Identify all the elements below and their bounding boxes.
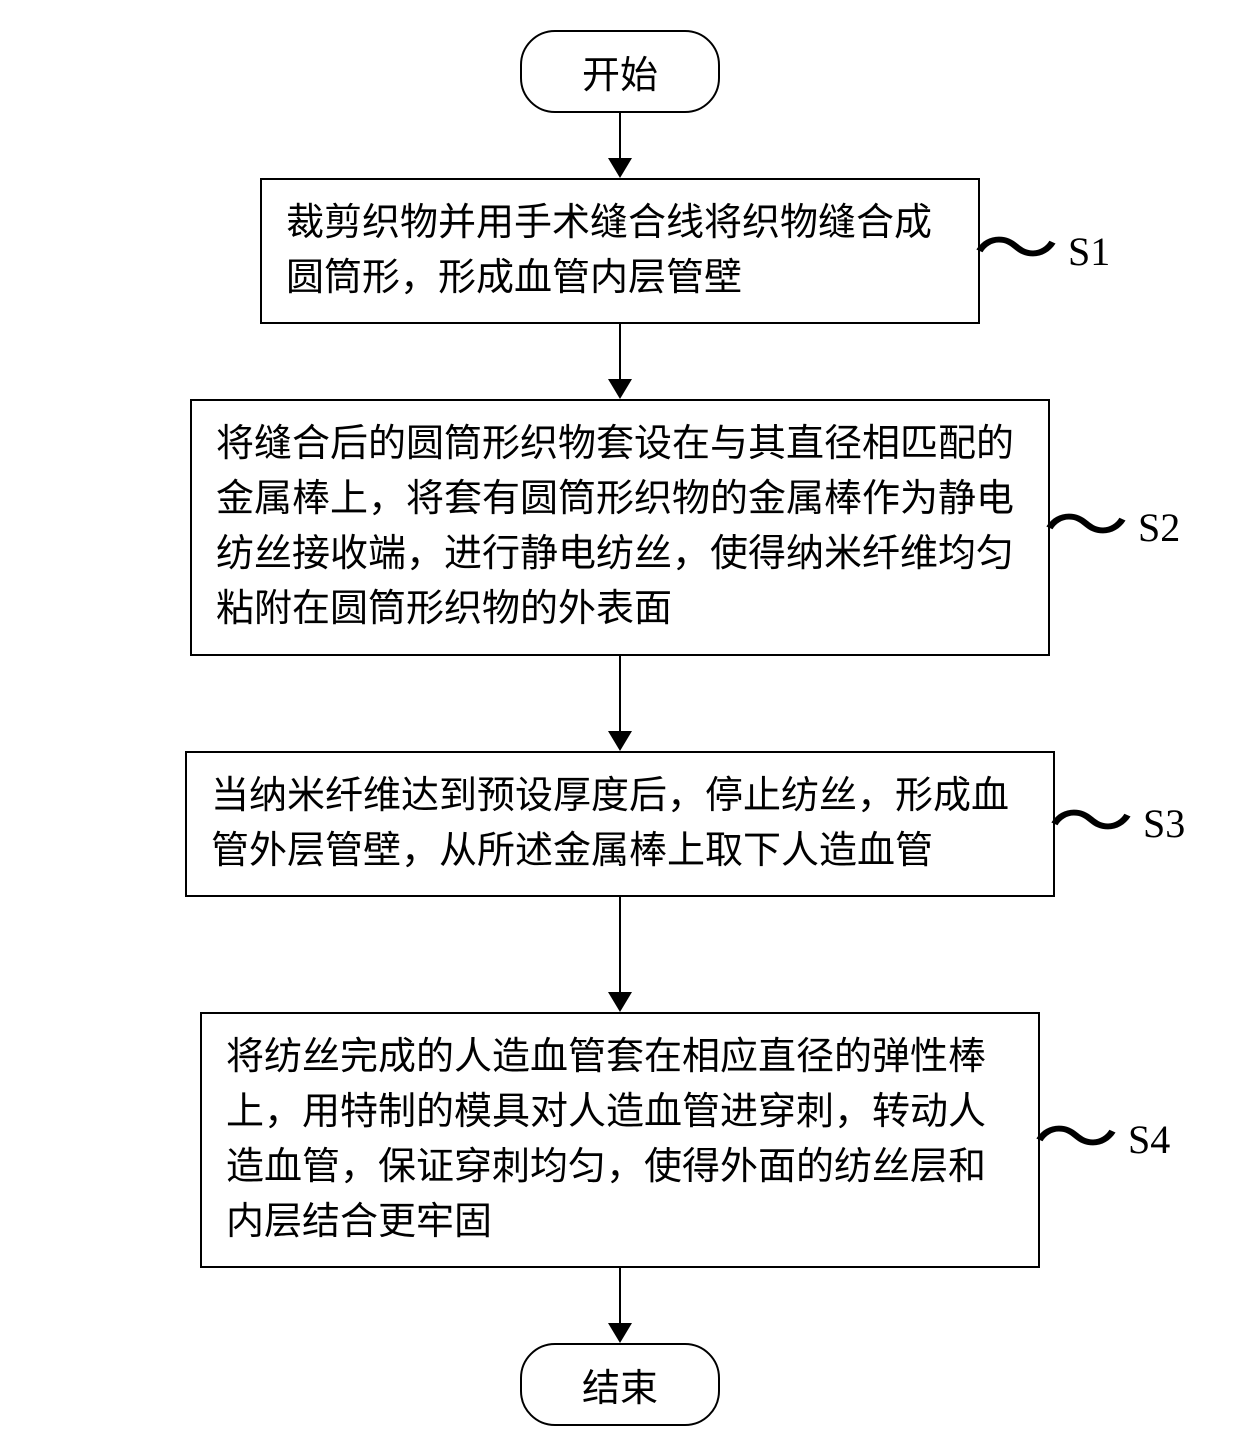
end-label: 结束 [582,1368,658,1410]
arrow-line [619,324,622,379]
arrow-line [619,897,622,992]
arrow-head [608,158,632,178]
process-box-s1: 裁剪织物并用手术缝合线将织物缝合成圆筒形，形成血管内层管壁 [260,178,980,324]
process-box-s4: 将纺丝完成的人造血管套在相应直径的弹性棒上，用特制的模具对人造血管进穿刺，转动人… [200,1012,1040,1268]
step-s3-row: 当纳米纤维达到预设厚度后，停止纺丝，形成血管外层管壁，从所述金属棒上取下人造血管… [185,751,1055,897]
step-label-s4: S4 [1128,1116,1170,1163]
start-label: 开始 [582,55,658,97]
arrow-line [619,113,622,158]
connector-s2: 〜 S2 [1050,499,1180,557]
arrow-head [608,731,632,751]
arrow-head [608,379,632,399]
connector-s3: 〜 S3 [1055,795,1185,853]
step-label-s2: S2 [1138,504,1180,551]
arrow-line [619,656,622,731]
connector-curve: 〜 [1043,499,1129,557]
arrow-head [608,1323,632,1343]
arrow-after-s4 [608,1268,632,1343]
process-text-s2: 将缝合后的圆筒形织物套设在与其直径相匹配的金属棒上，将套有圆筒形织物的金属棒作为… [216,423,1014,630]
flowchart-container: 开始 裁剪织物并用手术缝合线将织物缝合成圆筒形，形成血管内层管壁 〜 S1 将缝… [0,0,1240,1426]
arrow-head [608,992,632,1012]
step-s2-row: 将缝合后的圆筒形织物套设在与其直径相匹配的金属棒上，将套有圆筒形织物的金属棒作为… [190,399,1050,655]
connector-s1: 〜 S1 [980,222,1110,280]
process-text-s4: 将纺丝完成的人造血管套在相应直径的弹性棒上，用特制的模具对人造血管进穿刺，转动人… [226,1036,986,1243]
process-box-s3: 当纳米纤维达到预设厚度后，停止纺丝，形成血管外层管壁，从所述金属棒上取下人造血管 [185,751,1055,897]
connector-curve: 〜 [973,222,1059,280]
start-terminator: 开始 [520,30,720,113]
arrow-after-s2 [608,656,632,751]
process-text-s1: 裁剪织物并用手术缝合线将织物缝合成圆筒形，形成血管内层管壁 [286,202,932,299]
connector-s4: 〜 S4 [1040,1111,1170,1169]
process-text-s3: 当纳米纤维达到预设厚度后，停止纺丝，形成血管外层管壁，从所述金属棒上取下人造血管 [211,775,1009,872]
arrow-after-s1 [608,324,632,399]
connector-curve: 〜 [1048,795,1134,853]
connector-curve: 〜 [1033,1111,1119,1169]
arrow-after-s3 [608,897,632,1012]
step-s1-row: 裁剪织物并用手术缝合线将织物缝合成圆筒形，形成血管内层管壁 〜 S1 [260,178,980,324]
step-label-s1: S1 [1068,228,1110,275]
end-terminator: 结束 [520,1343,720,1426]
step-s4-row: 将纺丝完成的人造血管套在相应直径的弹性棒上，用特制的模具对人造血管进穿刺，转动人… [200,1012,1040,1268]
arrow-line [619,1268,622,1323]
arrow-after-start [608,113,632,178]
process-box-s2: 将缝合后的圆筒形织物套设在与其直径相匹配的金属棒上，将套有圆筒形织物的金属棒作为… [190,399,1050,655]
step-label-s3: S3 [1143,800,1185,847]
